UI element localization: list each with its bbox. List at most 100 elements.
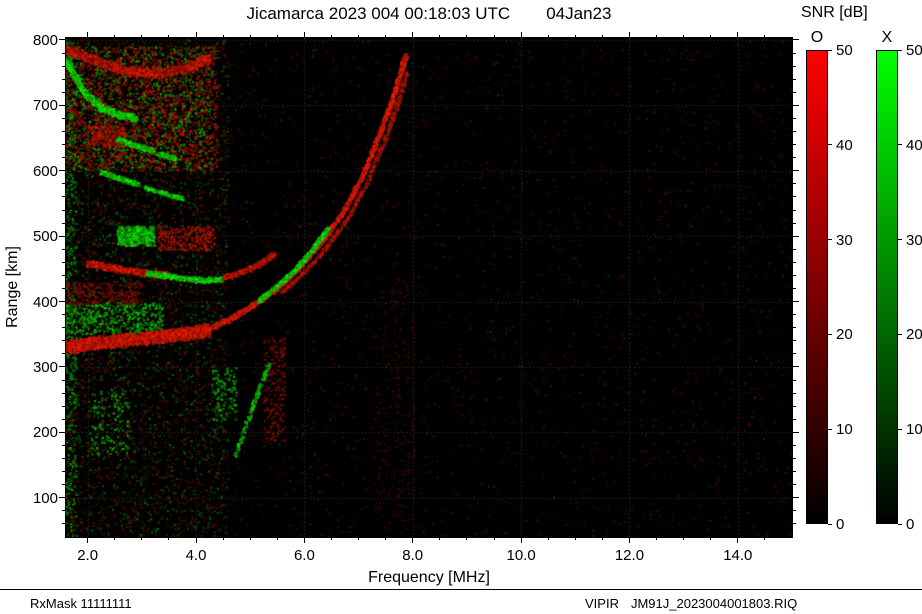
colorbar-tick-label: 50 bbox=[836, 42, 853, 59]
y-minor-tick bbox=[792, 287, 796, 289]
x-minor-tick bbox=[574, 35, 576, 38]
y-minor-tick bbox=[792, 183, 796, 185]
x-minor-tick bbox=[168, 35, 170, 38]
plot-date: 04Jan23 bbox=[546, 4, 612, 23]
colorbar-x bbox=[876, 50, 898, 524]
colorbar-tick bbox=[898, 333, 902, 335]
y-minor-tick bbox=[62, 183, 66, 185]
x-minor-tick bbox=[656, 35, 658, 38]
y-tick-label: 200 bbox=[32, 424, 58, 442]
footer-rule bbox=[0, 589, 922, 590]
y-minor-tick bbox=[792, 314, 796, 316]
colorbar-tick-label: 40 bbox=[906, 136, 922, 154]
x-tick-label: 2.0 bbox=[77, 547, 99, 564]
file-label: VIPIR JM91J_2023004001803.RIQ bbox=[585, 596, 797, 611]
x-tick bbox=[628, 537, 630, 543]
y-tick bbox=[59, 431, 66, 433]
x-minor-tick bbox=[493, 35, 495, 38]
colorbar-tick-label: 30 bbox=[836, 231, 853, 249]
x-minor-tick bbox=[168, 537, 170, 540]
y-minor-tick bbox=[792, 209, 796, 211]
y-minor-tick bbox=[792, 444, 796, 446]
y-tick bbox=[792, 497, 799, 499]
colorbar-tick-label: 0 bbox=[836, 516, 845, 533]
y-tick-label: 800 bbox=[32, 31, 58, 49]
y-minor-tick bbox=[792, 471, 796, 473]
y-tick-label: 100 bbox=[32, 489, 58, 507]
y-tick bbox=[792, 170, 799, 172]
x-minor-tick bbox=[439, 537, 441, 540]
x-minor-tick bbox=[656, 537, 658, 540]
x-minor-tick bbox=[222, 35, 224, 38]
x-minor-tick bbox=[710, 35, 712, 38]
y-minor-tick bbox=[792, 340, 796, 342]
x-minor-tick bbox=[601, 35, 603, 38]
x-minor-tick bbox=[466, 537, 468, 540]
y-minor-tick bbox=[792, 117, 796, 119]
x-tick bbox=[628, 32, 630, 38]
colorbar-tick bbox=[898, 523, 902, 525]
y-minor-tick bbox=[62, 340, 66, 342]
x-minor-tick bbox=[439, 35, 441, 38]
y-minor-tick bbox=[792, 523, 796, 525]
x-tick-label: 12.0 bbox=[614, 547, 645, 564]
x-minor-tick bbox=[276, 35, 278, 38]
x-tick bbox=[412, 537, 414, 543]
y-tick-label: 300 bbox=[32, 358, 58, 376]
colorbar-tick bbox=[828, 428, 832, 430]
y-tick-label: 600 bbox=[32, 162, 58, 180]
rxmask-label: RxMask 11111111 bbox=[30, 596, 132, 611]
y-minor-tick bbox=[792, 327, 796, 329]
y-minor-tick bbox=[62, 248, 66, 250]
y-tick bbox=[59, 497, 66, 499]
y-minor-tick bbox=[62, 209, 66, 211]
colorbar-tick-label: 10 bbox=[906, 421, 922, 439]
x-tick bbox=[195, 32, 197, 38]
y-minor-tick bbox=[62, 484, 66, 486]
x-minor-tick bbox=[249, 537, 251, 540]
y-tick bbox=[59, 104, 66, 106]
x-minor-tick bbox=[330, 537, 332, 540]
y-tick bbox=[792, 431, 799, 433]
colorbar-o bbox=[806, 50, 828, 524]
x-tick-label: 14.0 bbox=[723, 547, 753, 564]
y-minor-tick bbox=[62, 91, 66, 93]
y-minor-tick bbox=[62, 392, 66, 394]
colorbar-tick-label: 20 bbox=[906, 326, 922, 344]
y-minor-tick bbox=[792, 261, 796, 263]
y-minor-tick bbox=[792, 484, 796, 486]
colorbar-tick bbox=[828, 333, 832, 335]
colorbar-tick bbox=[828, 523, 832, 525]
x-minor-tick bbox=[547, 537, 549, 540]
y-minor-tick bbox=[792, 196, 796, 198]
y-minor-tick bbox=[62, 222, 66, 224]
x-tick bbox=[87, 32, 89, 38]
x-minor-tick bbox=[114, 35, 116, 38]
y-tick-label: 500 bbox=[32, 228, 58, 246]
y-minor-tick bbox=[62, 78, 66, 80]
x-tick bbox=[195, 537, 197, 543]
x-minor-tick bbox=[710, 537, 712, 540]
plot-area bbox=[65, 37, 793, 538]
x-minor-tick bbox=[222, 537, 224, 540]
y-minor-tick bbox=[62, 444, 66, 446]
colorbar-tick bbox=[828, 49, 832, 51]
x-minor-tick bbox=[601, 537, 603, 540]
y-minor-tick bbox=[792, 353, 796, 355]
y-minor-tick bbox=[62, 510, 66, 512]
y-minor-tick bbox=[792, 131, 796, 133]
y-tick bbox=[792, 301, 799, 303]
y-minor-tick bbox=[792, 274, 796, 276]
x-minor-tick bbox=[683, 537, 685, 540]
y-tick-label: 400 bbox=[32, 293, 58, 311]
x-minor-tick bbox=[249, 35, 251, 38]
y-tick bbox=[792, 235, 799, 237]
colorbar-tick bbox=[898, 144, 902, 146]
x-tick bbox=[303, 32, 305, 38]
x-tick bbox=[737, 537, 739, 543]
y-minor-tick bbox=[62, 523, 66, 525]
y-minor-tick bbox=[62, 379, 66, 381]
colorbar-tick-label: 30 bbox=[906, 231, 922, 249]
x-tick-label: 6.0 bbox=[293, 547, 315, 564]
